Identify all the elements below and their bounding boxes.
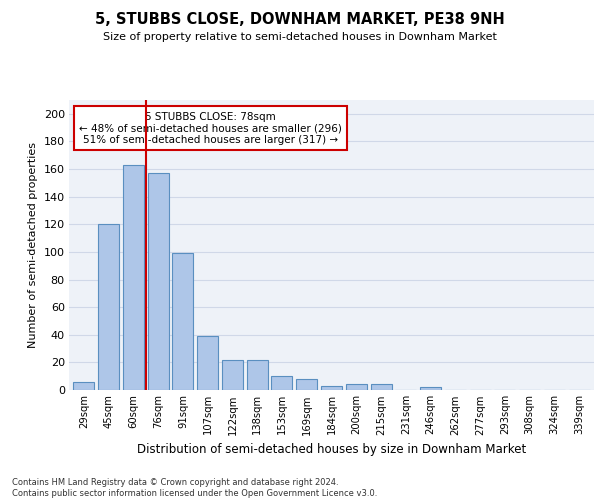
Bar	[271, 376, 292, 390]
Bar	[371, 384, 392, 390]
Bar	[197, 336, 218, 390]
Bar	[73, 382, 94, 390]
Text: 5, STUBBS CLOSE, DOWNHAM MARKET, PE38 9NH: 5, STUBBS CLOSE, DOWNHAM MARKET, PE38 9N…	[95, 12, 505, 28]
Text: Size of property relative to semi-detached houses in Downham Market: Size of property relative to semi-detach…	[103, 32, 497, 42]
Bar	[148, 173, 169, 390]
Bar	[247, 360, 268, 390]
Y-axis label: Number of semi-detached properties: Number of semi-detached properties	[28, 142, 38, 348]
Bar	[222, 360, 243, 390]
Bar	[296, 379, 317, 390]
Bar	[321, 386, 342, 390]
X-axis label: Distribution of semi-detached houses by size in Downham Market: Distribution of semi-detached houses by …	[137, 443, 526, 456]
Text: 5 STUBBS CLOSE: 78sqm
← 48% of semi-detached houses are smaller (296)
51% of sem: 5 STUBBS CLOSE: 78sqm ← 48% of semi-deta…	[79, 112, 342, 145]
Bar	[172, 254, 193, 390]
Bar	[123, 165, 144, 390]
Bar	[420, 387, 441, 390]
Bar	[98, 224, 119, 390]
Text: Contains HM Land Registry data © Crown copyright and database right 2024.
Contai: Contains HM Land Registry data © Crown c…	[12, 478, 377, 498]
Bar	[346, 384, 367, 390]
